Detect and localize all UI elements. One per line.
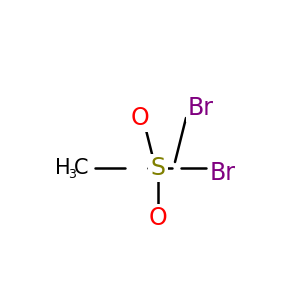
Text: O: O <box>148 206 167 230</box>
Text: 3: 3 <box>68 167 76 181</box>
Text: C: C <box>74 158 88 178</box>
Text: H: H <box>55 158 70 178</box>
Text: S: S <box>151 156 166 180</box>
Text: Br: Br <box>188 96 214 120</box>
Text: Br: Br <box>210 161 236 185</box>
Text: O: O <box>130 106 149 130</box>
